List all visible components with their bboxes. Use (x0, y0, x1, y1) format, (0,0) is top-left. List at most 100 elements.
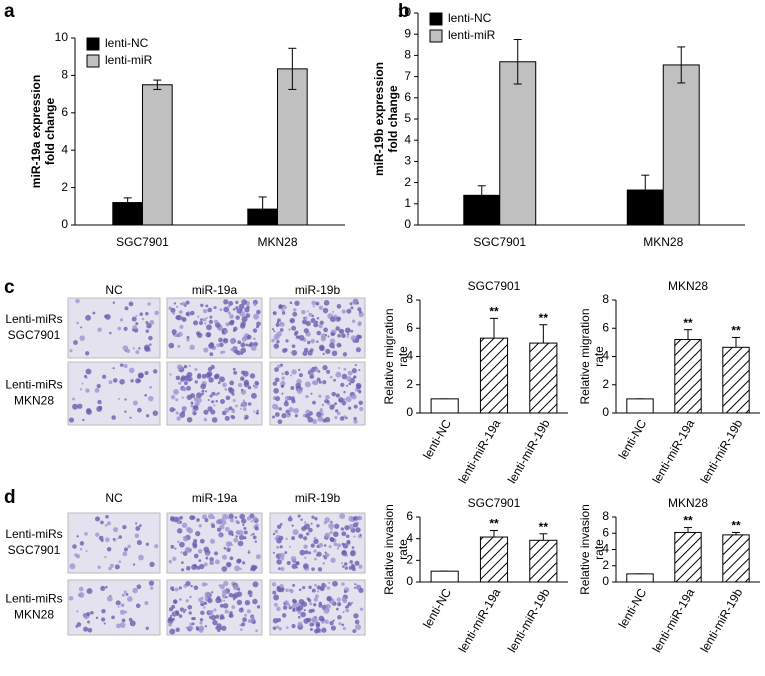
cell-dot (341, 531, 347, 537)
cell-dot (103, 622, 106, 625)
cell-dot (352, 522, 359, 528)
cell-dot (352, 629, 357, 634)
cell-dot (350, 306, 354, 310)
cell-dot (272, 532, 276, 536)
cell-dot (355, 584, 361, 590)
cell-dot (348, 524, 355, 530)
cell-dot (85, 314, 92, 321)
cell-dot (185, 599, 189, 603)
cell-dot (197, 373, 202, 378)
cell-dot (137, 372, 144, 379)
cell-dot (233, 326, 238, 332)
cell-dot (181, 561, 184, 565)
cell-dot (127, 596, 133, 602)
cell-dot (284, 551, 288, 554)
cell-dot (298, 588, 302, 592)
cell-dot (316, 551, 322, 557)
bar (722, 534, 750, 583)
micrograph (166, 579, 263, 636)
cell-dot (228, 592, 234, 598)
cell-dot (291, 350, 298, 356)
cell-dot (128, 617, 133, 622)
cell-dot (219, 614, 224, 619)
cell-dot (275, 322, 280, 328)
legend-swatch (86, 54, 100, 68)
cell-dot (203, 562, 208, 567)
y-tick-label: 2 (406, 553, 413, 567)
cell-dot (202, 317, 207, 322)
y-tick-label: 8 (602, 509, 609, 523)
cell-dot (311, 300, 317, 306)
cell-dot (76, 321, 79, 325)
y-axis-label: Relative migration (382, 308, 396, 404)
cell-dot (342, 565, 345, 568)
cell-dot (177, 540, 180, 544)
cell-dot (108, 380, 113, 385)
cell-dot (217, 392, 220, 395)
cell-dot (331, 391, 336, 397)
cell-dot (117, 397, 120, 400)
cell-dot (232, 398, 236, 403)
cell-dot (315, 594, 319, 599)
cell-dot (343, 590, 347, 594)
cell-dot (227, 516, 230, 520)
cell-dot (276, 331, 282, 337)
cell-dot (195, 626, 200, 630)
cell-dot (111, 415, 116, 420)
y-tick-label: 6 (404, 90, 411, 104)
cell-dot (291, 369, 297, 375)
cell-dot (117, 537, 120, 540)
y-axis-label: rate (592, 539, 606, 560)
cell-dot (320, 336, 327, 342)
cell-dot (303, 347, 309, 353)
cell-dot (326, 586, 331, 590)
y-tick-label: 4 (404, 132, 411, 146)
cell-dot (180, 568, 185, 572)
cell-dot (177, 344, 181, 348)
cell-dot (351, 319, 356, 323)
cell-dot (118, 535, 123, 539)
cell-dot (351, 546, 355, 549)
cell-dot (309, 371, 315, 376)
cell-dot (285, 412, 291, 418)
cell-dot (288, 407, 294, 413)
cell-dot (145, 626, 149, 630)
cell-dot (119, 363, 124, 367)
cell-dot (201, 582, 207, 587)
cell-dot (169, 407, 175, 413)
cell-dot (223, 306, 230, 313)
cell-dot (336, 411, 341, 416)
cell-dot (255, 629, 259, 633)
cell-dot (243, 530, 248, 535)
y-tick-label: 10 (398, 5, 412, 19)
y-tick-label: 0 (406, 405, 413, 419)
cell-dot (223, 580, 229, 587)
legend-label: lenti-miR (105, 53, 153, 67)
y-tick-label: 4 (602, 542, 609, 556)
cell-dot (194, 367, 198, 372)
cell-dot (272, 415, 276, 419)
cell-dot (336, 597, 341, 602)
cell-dot (303, 609, 306, 612)
y-tick-label: 2 (404, 175, 411, 189)
cell-dot (288, 606, 293, 610)
cell-dot (123, 547, 129, 552)
cell-dot (222, 513, 229, 520)
cell-dot (215, 597, 222, 604)
cell-dot (241, 518, 247, 524)
cell-dot (168, 559, 173, 564)
cell-dot (138, 524, 142, 528)
cell-dot (242, 523, 245, 527)
micrograph-row-label: SGC7901 (8, 328, 61, 342)
cell-dot (239, 567, 242, 571)
cell-dot (358, 564, 363, 569)
x-tick-label: lenti-miR-19b (698, 586, 746, 655)
y-tick-label: 8 (602, 292, 609, 306)
cell-dot (199, 538, 205, 544)
cell-dot (227, 305, 231, 308)
cell-dot (328, 581, 331, 585)
legend-swatch (86, 37, 100, 51)
cell-dot (230, 544, 234, 547)
cell-dot (185, 565, 191, 571)
cell-dot (122, 551, 128, 557)
